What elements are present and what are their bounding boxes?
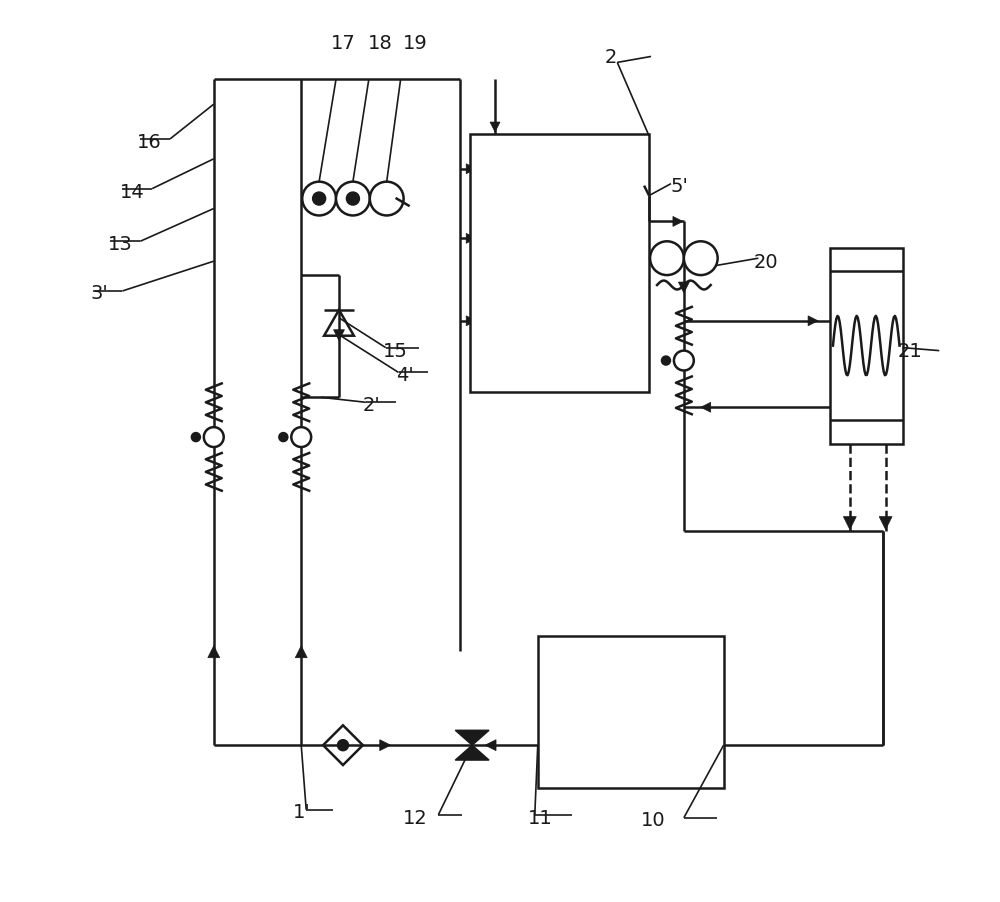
- Circle shape: [192, 434, 200, 442]
- Circle shape: [313, 193, 325, 206]
- Circle shape: [347, 193, 359, 206]
- Polygon shape: [466, 164, 476, 174]
- Polygon shape: [843, 517, 856, 529]
- Text: 10: 10: [641, 810, 666, 829]
- Polygon shape: [208, 646, 220, 658]
- Text: 2': 2': [363, 395, 381, 414]
- Polygon shape: [455, 731, 489, 745]
- Text: 19: 19: [403, 34, 427, 53]
- Circle shape: [662, 357, 670, 365]
- Text: 4': 4': [396, 365, 413, 384]
- Text: 5': 5': [671, 177, 689, 196]
- Polygon shape: [879, 517, 892, 529]
- Circle shape: [204, 428, 224, 447]
- Text: 3': 3': [91, 284, 108, 303]
- Circle shape: [650, 242, 684, 276]
- Text: 20: 20: [753, 253, 778, 272]
- Polygon shape: [334, 330, 344, 341]
- Polygon shape: [455, 745, 489, 760]
- Text: 18: 18: [368, 34, 393, 53]
- Polygon shape: [673, 217, 683, 227]
- Text: 16: 16: [137, 133, 162, 152]
- Bar: [470, 134, 649, 393]
- Circle shape: [336, 182, 370, 216]
- Circle shape: [684, 242, 718, 276]
- Circle shape: [279, 434, 287, 442]
- Polygon shape: [808, 317, 818, 327]
- Text: 11: 11: [528, 808, 553, 827]
- Polygon shape: [380, 740, 391, 750]
- Bar: [538, 636, 724, 788]
- Text: 2: 2: [604, 48, 617, 67]
- Circle shape: [291, 428, 311, 447]
- Text: 14: 14: [120, 183, 145, 202]
- Polygon shape: [701, 403, 711, 413]
- Bar: [830, 249, 903, 445]
- Circle shape: [302, 182, 336, 216]
- Text: 15: 15: [383, 342, 408, 361]
- Text: 13: 13: [107, 235, 132, 253]
- Text: 1': 1': [293, 803, 311, 822]
- Text: 12: 12: [403, 808, 427, 827]
- Circle shape: [370, 182, 404, 216]
- Circle shape: [338, 741, 348, 750]
- Polygon shape: [485, 740, 496, 750]
- Text: 17: 17: [331, 34, 356, 53]
- Polygon shape: [466, 317, 476, 327]
- Polygon shape: [295, 646, 307, 658]
- Circle shape: [674, 351, 694, 371]
- Polygon shape: [490, 123, 500, 133]
- Polygon shape: [678, 282, 689, 294]
- Polygon shape: [466, 235, 476, 244]
- Text: 21: 21: [898, 342, 922, 361]
